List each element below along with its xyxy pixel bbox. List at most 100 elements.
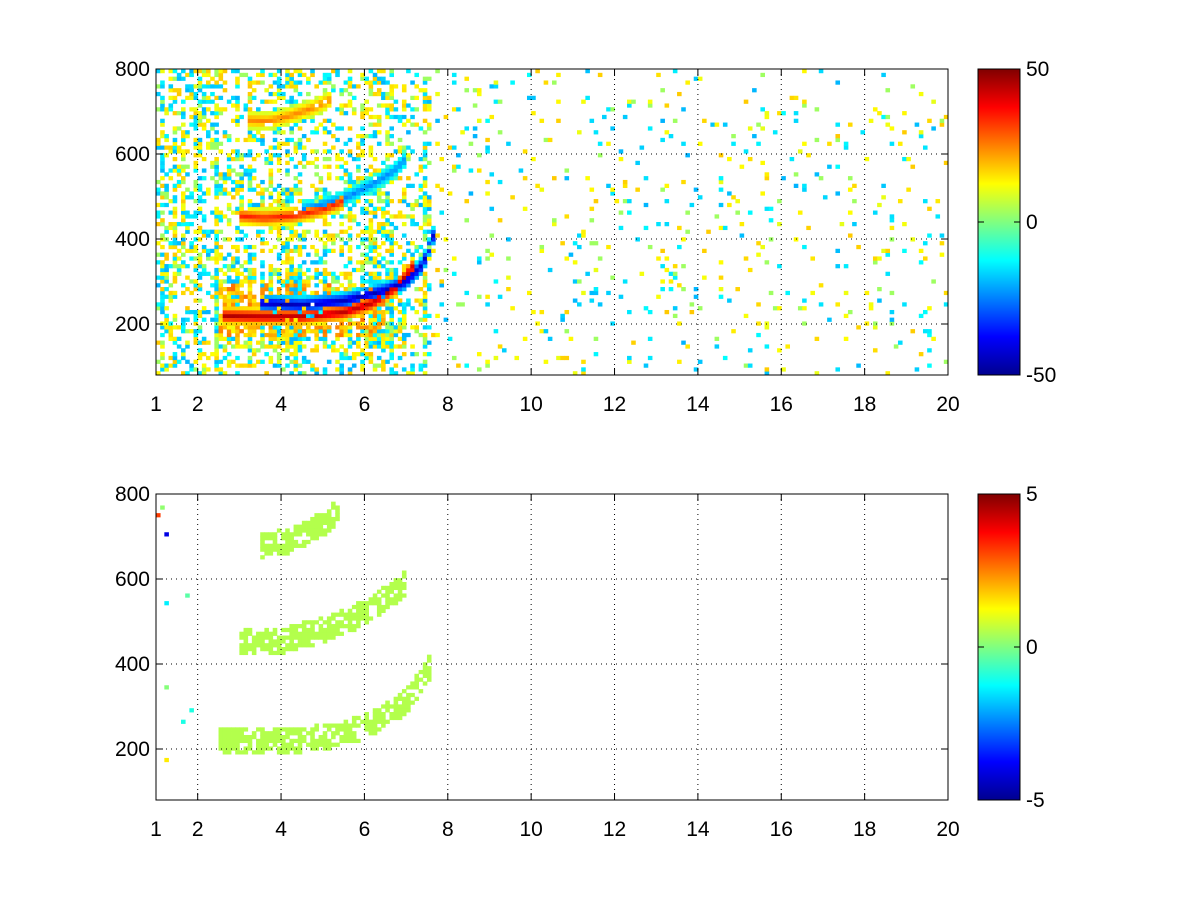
- heatmap-cell: [414, 287, 420, 292]
- heatmap-cell: [160, 294, 165, 299]
- heatmap-cell: [847, 309, 853, 315]
- heatmap-cell: [260, 536, 265, 541]
- heatmap-cell: [260, 118, 265, 123]
- heatmap-cell: [339, 363, 344, 368]
- heatmap-cell: [422, 130, 428, 135]
- x-tick-label: 14: [686, 393, 710, 416]
- heatmap-cell: [181, 218, 186, 223]
- heatmap-cell: [331, 734, 336, 740]
- heatmap-cell: [172, 206, 178, 211]
- heatmap-cell: [172, 141, 178, 146]
- heatmap-cell: [389, 302, 394, 307]
- heatmap-cell: [318, 528, 324, 533]
- heatmap-cell: [260, 317, 265, 322]
- heatmap-cell: [276, 80, 282, 85]
- heatmap-cell: [793, 183, 799, 188]
- heatmap-cell: [339, 302, 344, 307]
- heatmap-cell: [193, 367, 199, 372]
- heatmap-cell: [581, 371, 586, 376]
- heatmap-cell: [168, 145, 174, 150]
- heatmap-cell: [331, 214, 336, 219]
- heatmap-cell: [422, 118, 428, 123]
- heatmap-cell: [306, 80, 311, 85]
- heatmap-cell: [168, 84, 174, 89]
- heatmap-cell: [322, 191, 328, 196]
- heatmap-cell: [297, 313, 303, 319]
- heatmap-cell: [414, 172, 420, 177]
- heatmap-cell: [251, 256, 257, 261]
- heatmap-cell: [406, 130, 411, 135]
- heatmap-cell: [351, 187, 357, 192]
- heatmap-cell: [235, 302, 240, 307]
- heatmap-cell: [426, 76, 432, 81]
- heatmap-cell: [418, 252, 424, 257]
- heatmap-cell: [318, 95, 324, 101]
- heatmap-cell: [318, 294, 324, 299]
- heatmap-cell: [335, 309, 340, 315]
- heatmap-cell: [289, 306, 294, 311]
- heatmap-cell: [364, 344, 369, 349]
- heatmap-cell: [585, 95, 590, 101]
- heatmap-cell: [347, 210, 353, 215]
- heatmap-cell: [322, 742, 328, 747]
- heatmap-cell: [268, 746, 274, 751]
- heatmap-cell: [393, 344, 399, 349]
- heatmap-cell: [347, 290, 353, 296]
- heatmap-cell: [314, 371, 319, 376]
- heatmap-cell: [372, 340, 378, 345]
- heatmap-cell: [322, 340, 328, 345]
- heatmap-cell: [218, 329, 224, 334]
- heatmap-cell: [685, 229, 690, 234]
- heatmap-cell: [306, 206, 311, 211]
- heatmap-cell: [372, 344, 378, 349]
- heatmap-cell: [410, 344, 415, 349]
- heatmap-cell: [697, 359, 703, 364]
- heatmap-cell: [276, 118, 282, 123]
- heatmap-cell: [310, 306, 315, 311]
- heatmap-cell: [743, 313, 749, 319]
- heatmap-cell: [364, 620, 369, 625]
- heatmap-cell: [331, 84, 336, 89]
- heatmap-cell: [343, 179, 349, 185]
- heatmap-cell: [372, 336, 378, 341]
- heatmap-cell: [410, 114, 415, 120]
- heatmap-cell: [368, 187, 374, 192]
- heatmap-cell: [268, 359, 274, 364]
- heatmap-cell: [293, 218, 299, 223]
- heatmap-cell: [218, 149, 224, 154]
- heatmap-cell: [922, 309, 928, 315]
- heatmap-cell: [426, 222, 432, 227]
- heatmap-cell: [164, 757, 169, 763]
- heatmap-cell: [593, 267, 599, 273]
- heatmap-cell: [918, 260, 924, 265]
- heatmap-cell: [289, 107, 294, 112]
- heatmap-cell: [397, 199, 403, 204]
- heatmap-cell: [331, 612, 336, 617]
- heatmap-cell: [289, 256, 294, 261]
- heatmap-cell: [247, 283, 253, 288]
- heatmap-cell: [351, 179, 357, 185]
- heatmap-cell: [314, 723, 319, 728]
- heatmap-cell: [297, 264, 303, 269]
- heatmap-cell: [301, 290, 307, 296]
- heatmap-cell: [293, 344, 299, 349]
- heatmap-cell: [372, 601, 378, 606]
- heatmap-cell: [356, 145, 361, 150]
- heatmap-cell: [368, 164, 374, 169]
- heatmap-cell: [301, 229, 307, 234]
- heatmap-cell: [389, 348, 394, 353]
- heatmap-cell: [260, 210, 265, 215]
- heatmap-cell: [422, 153, 428, 158]
- heatmap-cell: [181, 69, 186, 74]
- heatmap-cell: [702, 118, 707, 123]
- heatmap-cell: [201, 244, 207, 250]
- heatmap-cell: [472, 103, 478, 108]
- heatmap-cell: [222, 179, 228, 185]
- heatmap-cell: [306, 76, 311, 81]
- heatmap-cell: [326, 202, 332, 208]
- heatmap-cell: [193, 298, 199, 303]
- heatmap-cell: [422, 279, 428, 284]
- heatmap-cell: [356, 715, 361, 721]
- heatmap-cell: [802, 99, 807, 104]
- heatmap-cell: [606, 290, 611, 296]
